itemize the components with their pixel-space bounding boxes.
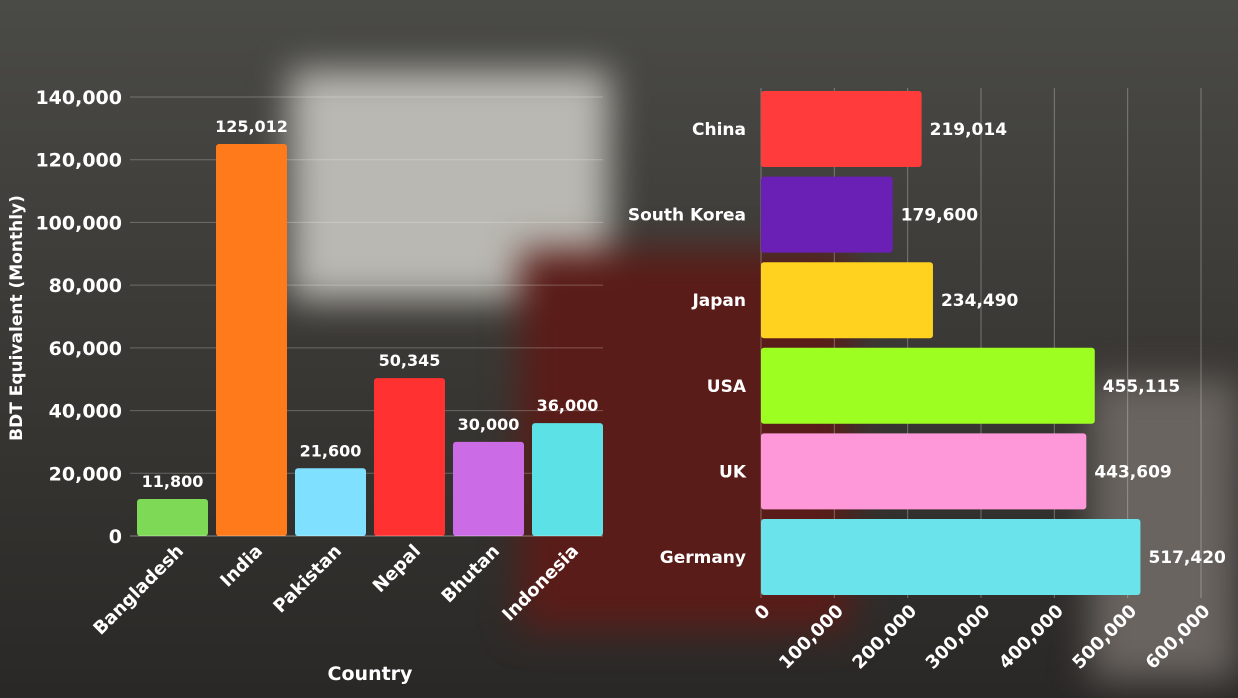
x-tick-label: 100,000 (775, 601, 848, 674)
x-axis-label: Country (328, 663, 414, 685)
data-label: 517,420 (1148, 548, 1226, 568)
y-tick-label: 100,000 (35, 212, 122, 234)
bar-india (216, 143, 287, 536)
y-tick-label: 140,000 (35, 87, 122, 109)
bar-bhutan (453, 441, 524, 536)
data-label: 219,014 (930, 120, 1008, 140)
data-label: 234,490 (941, 291, 1019, 311)
y-tick-label: Japan (691, 291, 746, 311)
bar-bangladesh (137, 498, 208, 536)
x-tick-label: India (216, 541, 267, 592)
x-tick-label: 600,000 (1142, 601, 1215, 674)
y-tick-label: UK (719, 462, 747, 482)
y-tick-label: China (692, 120, 746, 140)
data-label: 179,600 (901, 206, 979, 226)
bar-usa (761, 347, 1095, 424)
data-label: 125,012 (215, 117, 288, 136)
bar-south-korea (761, 176, 893, 253)
bar-japan (761, 262, 933, 339)
x-tick-label: 400,000 (995, 601, 1068, 674)
data-label: 443,609 (1094, 462, 1171, 482)
y-tick-label: 0 (109, 526, 122, 548)
data-label: 455,115 (1103, 377, 1180, 397)
data-label: 36,000 (537, 396, 599, 415)
y-axis-label: BDT Equivalent (Monthly) (7, 195, 27, 441)
bar-nepal (374, 378, 445, 536)
y-tick-label: Germany (660, 548, 746, 568)
x-tick-label: 0 (751, 601, 775, 625)
data-label: 21,600 (300, 441, 362, 460)
data-label: 50,345 (379, 351, 441, 370)
x-tick-label: Nepal (369, 541, 425, 597)
bar-pakistan (295, 468, 366, 536)
x-tick-label: 500,000 (1068, 601, 1141, 674)
y-tick-label: 80,000 (49, 275, 122, 297)
data-label: 30,000 (458, 415, 520, 434)
y-tick-label: 60,000 (49, 338, 122, 360)
x-tick-label: Bhutan (438, 541, 504, 607)
x-tick-label: Pakistan (269, 541, 346, 618)
y-tick-label: 120,000 (35, 150, 122, 172)
x-tick-label: Indonesia (498, 541, 583, 626)
data-label: 11,800 (142, 472, 204, 491)
y-tick-label: 20,000 (49, 463, 122, 485)
y-tick-label: USA (707, 377, 747, 397)
bar-germany (761, 519, 1141, 595)
bar-uk (761, 433, 1087, 510)
y-tick-label: 40,000 (49, 401, 122, 423)
x-tick-label: 200,000 (848, 601, 921, 674)
x-tick-label: Bangladesh (89, 541, 188, 640)
y-tick-label: South Korea (628, 206, 746, 226)
bar-indonesia (532, 423, 603, 536)
x-tick-label: 300,000 (922, 601, 995, 674)
bar-china (761, 91, 922, 167)
